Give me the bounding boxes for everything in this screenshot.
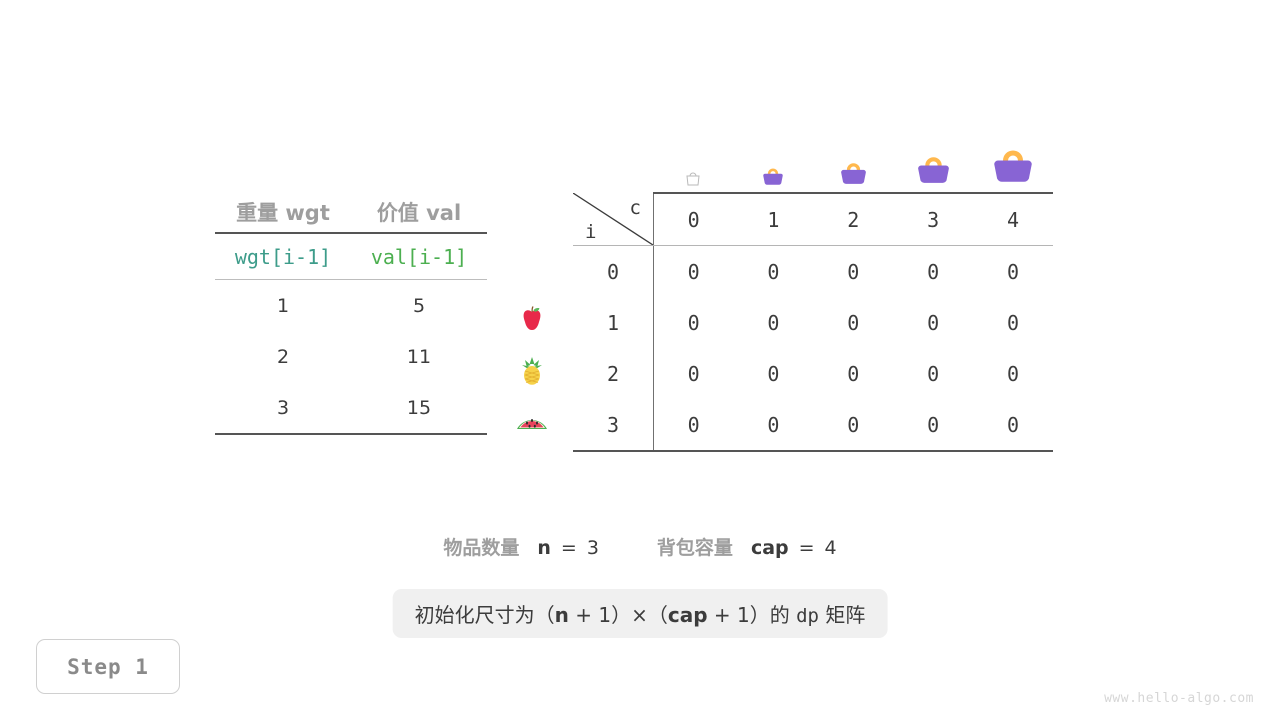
caption-part4: 矩阵: [825, 603, 866, 627]
dp-cell: 0: [927, 310, 940, 335]
dp-row-header: 1: [573, 297, 654, 348]
dp-row-header: 2: [573, 348, 654, 399]
dp-corner-row-label: i: [585, 221, 597, 243]
items-subheader-wgt: wgt[i-1]: [215, 233, 351, 280]
dp-cell: 0: [687, 361, 700, 386]
item-count-label: 物品数量: [443, 537, 520, 559]
caption-var-cap: cap: [667, 603, 708, 627]
dp-matrix-grid: c i 0 1 2 3 4 0 0 0 0 0 0 1 0 0 0 0 0 2: [573, 192, 1053, 452]
dp-cell: 0: [927, 361, 940, 386]
dp-col-header: 0: [653, 192, 734, 246]
dp-cell: 0: [847, 361, 860, 386]
item-value-cell: 15: [351, 382, 487, 435]
pineapple-icon: [508, 345, 556, 396]
step-badge-label: Step 1: [67, 654, 149, 679]
items-header-val-label: 价值 val: [376, 201, 462, 225]
table-row: 3 15: [215, 382, 487, 435]
items-table: 重量 wgt 价值 val wgt[i-1] val[i-1] 1 5 2 11…: [215, 192, 487, 435]
item-count-value: 3: [586, 537, 599, 559]
table-row: 3 0 0 0 0 0: [573, 399, 1053, 452]
item-value-cell: 11: [406, 345, 432, 368]
item-count-equals: =: [560, 537, 577, 559]
dp-cell: 0: [973, 399, 1053, 452]
dp-cell: 0: [733, 399, 814, 452]
items-header-wgt-label: 重量 wgt: [236, 201, 330, 225]
dp-cell: 0: [767, 259, 780, 284]
items-table-subheader-row: wgt[i-1] val[i-1]: [215, 233, 487, 280]
bag-icon-0: [653, 120, 733, 188]
dp-cell: 0: [687, 310, 700, 335]
caption-part1: 初始化尺寸为（: [414, 603, 555, 627]
caption-dp: dp: [796, 605, 819, 627]
apple-icon: [508, 294, 556, 345]
capacity-equals: =: [798, 537, 815, 559]
dp-cell: 0: [847, 310, 860, 335]
items-table-header-row: 重量 wgt 价值 val: [215, 192, 487, 234]
item-value-cell: 5: [412, 294, 426, 317]
dp-col-header: 3: [893, 192, 974, 246]
dp-col-header: 1: [733, 192, 814, 246]
dp-corner-cell: c i: [573, 193, 654, 246]
params-line: 物品数量 n = 3 背包容量 cap = 4: [0, 533, 1280, 560]
items-subheader-val: val[i-1]: [351, 233, 487, 280]
bag-icon-3: [893, 120, 973, 188]
dp-cell: 0: [927, 259, 940, 284]
bag-icon-1: [733, 120, 813, 188]
dp-header-row: c i 0 1 2 3 4: [573, 192, 1053, 246]
items-header-wgt: 重量 wgt: [215, 192, 351, 234]
caption-pill: 初始化尺寸为（n + 1）×（cap + 1）的 dp 矩阵: [392, 589, 888, 638]
capacity-label: 背包容量: [656, 537, 733, 559]
dp-cell: 0: [847, 259, 860, 284]
item-weight-cell: 2: [276, 345, 290, 368]
dp-cell: 0: [1007, 361, 1020, 386]
watermelon-icon: [508, 396, 556, 447]
table-row: 0 0 0 0 0 0: [573, 245, 1053, 297]
item-weight-cell: 3: [215, 382, 351, 435]
watermark: www.hello-algo.com: [1104, 691, 1254, 706]
dp-cell: 0: [767, 310, 780, 335]
item-weight-cell: 1: [276, 294, 290, 317]
capacity-value: 4: [824, 537, 837, 559]
table-row: 1 5: [215, 280, 487, 332]
bag-icon-row: [653, 120, 1053, 188]
dp-cell: 0: [767, 361, 780, 386]
caption-var-n: n: [554, 603, 569, 627]
bag-icon-4: [973, 120, 1053, 188]
caption-part2: ）×（: [611, 603, 668, 627]
dp-corner-col-label: c: [629, 197, 641, 219]
table-row: 2 11: [215, 331, 487, 382]
items-header-val: 价值 val: [351, 192, 487, 234]
dp-cell: 0: [1007, 310, 1020, 335]
caption-part3: ）的: [749, 603, 790, 627]
step-badge: Step 1: [36, 639, 180, 694]
dp-cell: 0: [1007, 259, 1020, 284]
capacity-var: cap: [750, 537, 789, 559]
caption-plus1: + 1: [575, 603, 612, 627]
dp-cell: 0: [813, 399, 894, 452]
caption-plus2: + 1: [713, 603, 750, 627]
dp-row-header: 3: [573, 399, 654, 452]
dp-matrix: c i 0 1 2 3 4 0 0 0 0 0 0 1 0 0 0 0 0 2: [573, 192, 1053, 452]
dp-col-header: 2: [813, 192, 894, 246]
table-row: 2 0 0 0 0 0: [573, 348, 1053, 399]
item-count-var: n: [537, 537, 551, 559]
bag-icon-2: [813, 120, 893, 188]
dp-col-header: 4: [973, 192, 1053, 246]
dp-cell: 0: [653, 399, 734, 452]
dp-cell: 0: [687, 259, 700, 284]
table-row: 1 0 0 0 0 0: [573, 297, 1053, 348]
item-icon-column: [508, 294, 556, 447]
dp-cell: 0: [893, 399, 974, 452]
items-table-grid: 重量 wgt 价值 val wgt[i-1] val[i-1] 1 5 2 11…: [215, 192, 487, 435]
dp-row-header: 0: [573, 245, 654, 297]
